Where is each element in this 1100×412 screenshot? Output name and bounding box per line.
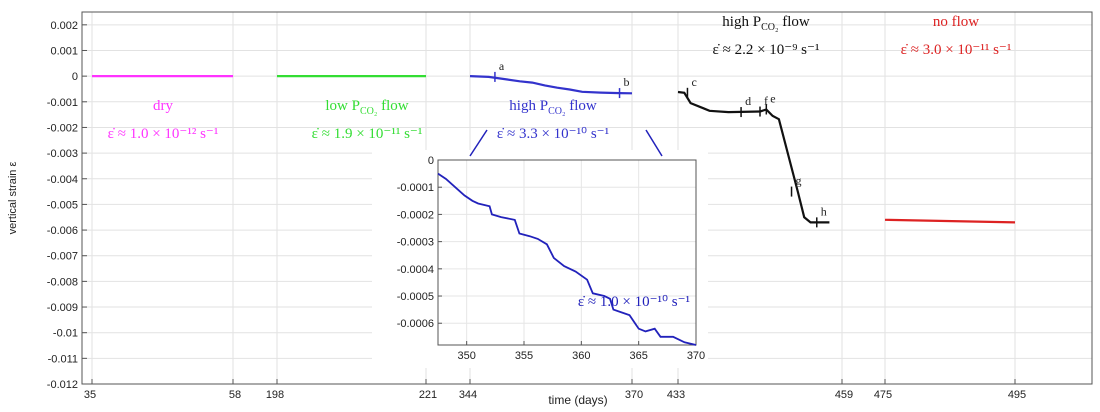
x-tick-label: 475 bbox=[874, 389, 892, 401]
rate-label: ε̇ ≈ 3.0 × 10⁻¹¹ s⁻¹ bbox=[901, 42, 1012, 58]
x-tick-label: 344 bbox=[459, 389, 477, 401]
x-tick-label: 370 bbox=[625, 389, 643, 401]
inset-x-tick-label: 365 bbox=[629, 350, 647, 362]
segment-marker-label: h bbox=[821, 204, 827, 218]
segment-marker-label: g bbox=[796, 174, 802, 188]
segment-label: high PCO₂ flow bbox=[509, 98, 597, 117]
series bbox=[92, 71, 1016, 228]
inset-y-tick-label: -0.0002 bbox=[397, 209, 434, 221]
inset-y-tick-label: -0.0004 bbox=[397, 264, 434, 276]
x-tick-label: 198 bbox=[266, 389, 284, 401]
y-tick-label: -0.002 bbox=[47, 122, 78, 134]
inset-y-tick-label: -0.0003 bbox=[397, 237, 434, 249]
inset-connector bbox=[469, 129, 488, 157]
inset-rate-label: ε̇ ≈ 1.0 × 10⁻¹⁰ s⁻¹ bbox=[578, 294, 690, 310]
rate-label: ε̇ ≈ 1.9 × 10⁻¹¹ s⁻¹ bbox=[312, 126, 423, 142]
y-tick-label: 0 bbox=[72, 71, 78, 83]
y-tick-label: -0.007 bbox=[47, 251, 78, 263]
inset-chart: 0 -0.0001 -0.0002 -0.0003 -0.0004 -0.0005 -0.0… bbox=[372, 129, 708, 368]
rate-label: ε̇ ≈ 2.2 × 10⁻⁹ s⁻¹ bbox=[713, 42, 820, 58]
series-line bbox=[469, 75, 633, 95]
x-axis-label: time (days) bbox=[548, 393, 607, 407]
y-tick-label: -0.01 bbox=[53, 328, 78, 340]
segment-marker-label: b bbox=[624, 75, 630, 89]
x-tick-label: 35 bbox=[84, 389, 96, 401]
y-tick-label: -0.005 bbox=[47, 199, 78, 211]
inset-x-tick-label: 370 bbox=[687, 350, 705, 362]
inset-x-tick-label: 355 bbox=[515, 350, 533, 362]
y-tick-label: -0.009 bbox=[47, 302, 78, 314]
y-tick-label: -0.006 bbox=[47, 225, 78, 237]
x-tick-label: 433 bbox=[667, 389, 685, 401]
y-tick-label: -0.004 bbox=[47, 174, 78, 186]
segment-marker-label: d bbox=[745, 94, 751, 108]
series-line bbox=[677, 90, 830, 224]
axes: 0.002 0.001 0 -0.001 -0.002 -0.003 -0.004 -0.00… bbox=[47, 20, 1026, 401]
y-tick-label: -0.003 bbox=[47, 148, 78, 160]
annotations: a b c d ef g h dry ε̇ ≈ 1.0 × 10⁻¹² s⁻¹ low PCO₂ … bbox=[108, 14, 1012, 218]
y-tick-label: 0.001 bbox=[50, 45, 78, 57]
inset-x-tick-label: 350 bbox=[457, 350, 475, 362]
segment-label: low PCO₂ flow bbox=[325, 98, 408, 117]
inset-y-tick-label: -0.0001 bbox=[397, 182, 434, 194]
inset-connector bbox=[645, 129, 663, 157]
y-tick-label: -0.001 bbox=[47, 97, 78, 109]
x-tick-label: 459 bbox=[835, 389, 853, 401]
y-tick-label: -0.008 bbox=[47, 276, 78, 288]
inset-background bbox=[372, 150, 708, 368]
x-tick-label: 58 bbox=[229, 389, 241, 401]
inset-y-tick-label: -0.0006 bbox=[397, 318, 434, 330]
x-tick-label: 221 bbox=[419, 389, 437, 401]
segment-marker-label: a bbox=[499, 59, 505, 73]
segment-label: no flow bbox=[933, 14, 979, 30]
plot-frame bbox=[81, 11, 1093, 385]
rate-label: ε̇ ≈ 3.3 × 10⁻¹⁰ s⁻¹ bbox=[497, 126, 609, 142]
y-axis-label: vertical strain ε bbox=[7, 162, 19, 235]
inset-y-tick-label: -0.0005 bbox=[397, 291, 434, 303]
x-tick-label: 495 bbox=[1008, 389, 1026, 401]
segment-marker-label: f bbox=[764, 94, 768, 108]
y-tick-label: -0.011 bbox=[48, 353, 78, 365]
inset-x-tick-label: 360 bbox=[572, 350, 590, 362]
y-tick-label: -0.012 bbox=[47, 379, 78, 391]
inset-y-tick-label: 0 bbox=[428, 155, 434, 167]
rate-label: ε̇ ≈ 1.0 × 10⁻¹² s⁻¹ bbox=[108, 126, 219, 142]
inset-frame bbox=[437, 159, 697, 346]
inset-series-line bbox=[437, 172, 697, 346]
segment-marker-label: c bbox=[691, 75, 696, 89]
y-tick-label: 0.002 bbox=[50, 20, 78, 32]
segment-marker-label: e bbox=[770, 91, 775, 105]
segment-label: dry bbox=[153, 98, 173, 114]
segment-label: high PCO₂ flow bbox=[722, 14, 810, 33]
series-line bbox=[884, 218, 1016, 224]
